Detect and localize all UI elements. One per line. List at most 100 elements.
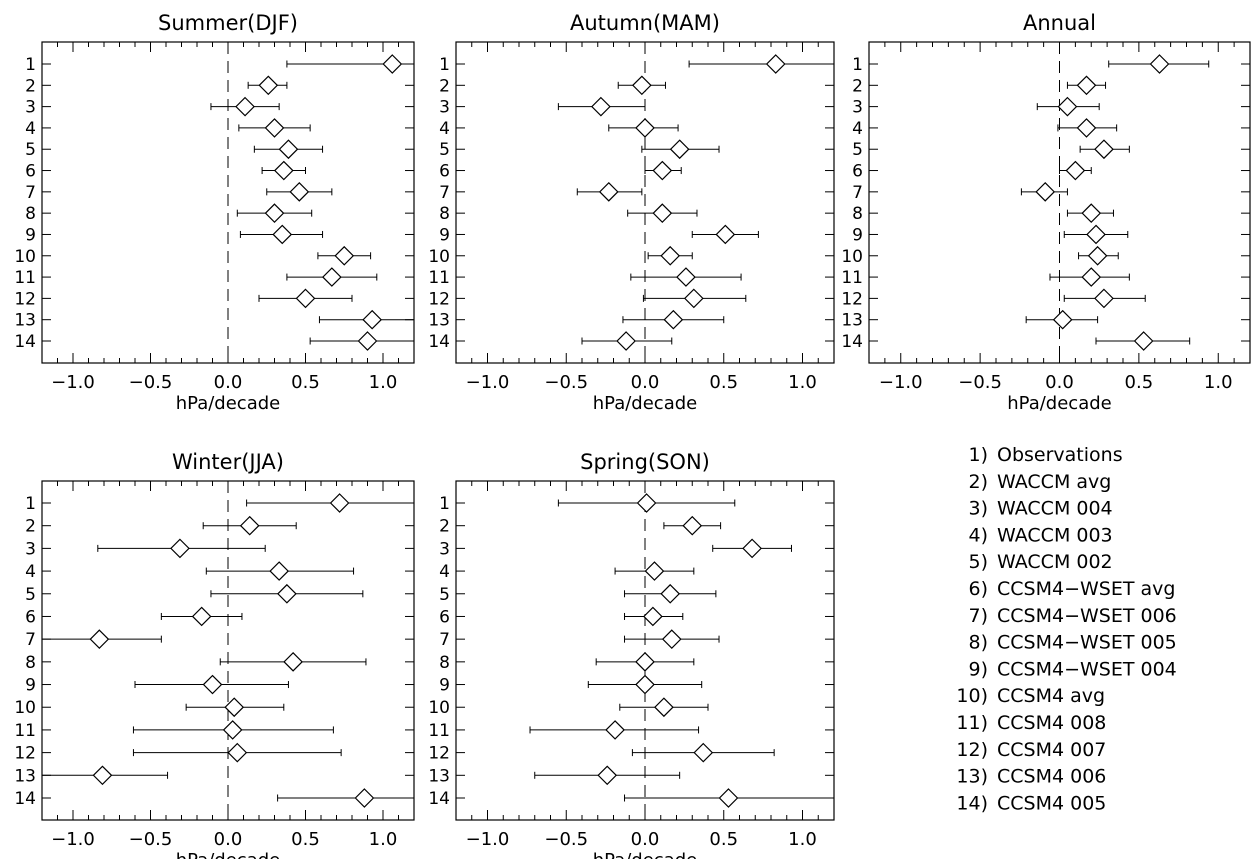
y-tick-label: 5 (439, 585, 450, 605)
diamond-marker (635, 674, 655, 695)
diamond-marker (235, 96, 255, 117)
x-tick-label: 0.0 (214, 372, 243, 393)
y-tick-label: 2 (439, 517, 450, 537)
x-axis-label: hPa/decade (1007, 393, 1111, 414)
y-tick-label: 12 (14, 744, 36, 764)
y-tick-label: 5 (25, 140, 36, 160)
x-tick-label: 0.5 (1125, 372, 1154, 393)
diamond-marker (227, 742, 248, 763)
diamond-marker (334, 245, 355, 266)
data-point-4 (614, 561, 695, 581)
diamond-marker (605, 720, 625, 740)
x-tick-label: 1.0 (369, 372, 398, 393)
y-tick-label: 8 (439, 204, 450, 224)
data-point-7 (1020, 181, 1068, 202)
data-point-10 (185, 697, 285, 718)
diamond-marker (170, 538, 190, 559)
x-tick-label: −0.5 (129, 372, 173, 393)
diamond-marker (765, 54, 786, 74)
y-tick-label: 3 (25, 98, 36, 118)
x-axis-label: hPa/decade (176, 850, 280, 859)
legend: 1) Observations 2) WACCM avg 3) WACCM 004 4) WA… (956, 444, 1176, 814)
x-tick-label: −1.0 (466, 372, 510, 393)
y-tick-label: 4 (439, 562, 450, 582)
data-point-4 (1057, 118, 1118, 138)
y-tick-label: 14 (14, 789, 36, 809)
diamond-marker (1149, 54, 1170, 74)
y-tick-label: 7 (439, 183, 450, 203)
y-tick-label: 11 (14, 721, 36, 741)
panel-title: Spring(SON) (580, 450, 710, 474)
data-point-7 (576, 181, 643, 202)
data-point-12 (1063, 288, 1146, 309)
data-point-5 (624, 583, 717, 604)
y-tick-label: 6 (25, 607, 36, 627)
diamond-marker (322, 267, 342, 287)
legend-number: 6) (968, 578, 988, 600)
y-tick-label: 3 (439, 98, 450, 118)
diamond-marker (632, 75, 652, 96)
y-tick-label: 2 (439, 76, 450, 96)
data-point-2 (1066, 75, 1107, 96)
data-point-9 (691, 224, 759, 245)
y-tick-label: 6 (439, 607, 450, 627)
legend-item: Observations (997, 444, 1123, 466)
y-tick-label: 14 (14, 332, 36, 352)
data-point-8 (627, 203, 698, 224)
y-tick-label: 10 (14, 247, 36, 267)
data-point-14 (277, 788, 414, 808)
y-tick-label: 9 (25, 225, 36, 245)
diamond-marker (269, 561, 289, 581)
diamond-marker (616, 331, 636, 351)
legend-item: WACCM avg (997, 471, 1111, 493)
legend-item: CCSM4 006 (997, 766, 1106, 788)
legend-item: CCSM4−WSET 005 (997, 632, 1177, 654)
diamond-marker (222, 720, 243, 740)
y-tick-label: 4 (852, 119, 863, 139)
legend-item: CCSM4 007 (997, 739, 1106, 761)
data-point-8 (219, 651, 367, 672)
y-tick-label: 12 (428, 289, 450, 309)
diamond-marker (1133, 331, 1154, 351)
diamond-marker (1076, 118, 1097, 138)
data-point-1 (557, 493, 736, 513)
diamond-marker (1057, 96, 1078, 117)
x-axis-label: hPa/decade (593, 393, 697, 414)
data-point-8 (595, 651, 695, 672)
x-tick-label: −0.5 (958, 372, 1002, 393)
diamond-marker (683, 288, 704, 309)
y-tick-label: 4 (439, 119, 450, 139)
y-tick-label: 9 (439, 676, 450, 696)
panel-autumn-mam: Autumn(MAM) −1.0 −0.5 0.0 0.5 1.0 hPa/decade 12… (428, 11, 835, 414)
y-tick-label: 11 (841, 268, 863, 288)
legend-number: 1) (968, 444, 988, 466)
data-point-8 (236, 203, 313, 224)
data-point-11 (630, 267, 742, 287)
diamond-marker (362, 309, 382, 330)
y-tick-label: 1 (439, 55, 450, 75)
data-point-13 (42, 765, 169, 786)
diamond-marker (663, 309, 684, 330)
diamond-marker (742, 538, 762, 559)
data-point-8 (1066, 203, 1114, 224)
data-point-9 (587, 674, 703, 695)
y-tick-label: 12 (14, 289, 36, 309)
panel-title: Summer(DJF) (158, 11, 298, 35)
data-point-6 (261, 160, 306, 181)
data-point-3 (210, 96, 280, 117)
y-tick-label: 7 (439, 630, 450, 650)
y-tick-label: 10 (428, 247, 450, 267)
diamond-marker (1081, 267, 1102, 287)
y-tick-label: 13 (14, 766, 36, 786)
diamond-marker (289, 181, 310, 202)
y-tick-label: 14 (428, 789, 450, 809)
data-point-6 (644, 160, 682, 181)
diamond-marker (718, 788, 739, 808)
diamond-marker (661, 629, 682, 650)
data-point-14 (309, 331, 414, 351)
diamond-marker (278, 139, 299, 160)
legend-item: WACCM 004 (997, 498, 1113, 520)
y-tick-label: 13 (14, 311, 36, 331)
panel-annual: Annual−1.0 −0.5 0.0 0.5 1.0hPa/decade1234567… (841, 11, 1251, 414)
data-point-13 (534, 765, 681, 786)
